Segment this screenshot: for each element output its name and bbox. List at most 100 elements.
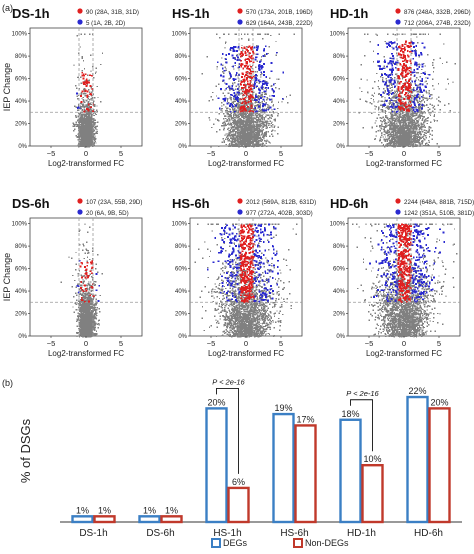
scatter-point <box>253 121 255 123</box>
scatter-point <box>257 113 259 116</box>
scatter-point <box>95 67 98 70</box>
scatter-point <box>241 97 244 99</box>
scatter-point-blue <box>235 104 237 107</box>
scatter-point-blue <box>234 94 236 97</box>
scatter-point <box>92 141 94 143</box>
scatter-point <box>84 101 86 104</box>
scatter-point <box>243 90 245 92</box>
scatter-point-blue <box>270 62 273 65</box>
scatter-point-red <box>246 88 248 91</box>
scatter-point <box>230 122 232 124</box>
scatter-point <box>378 114 380 116</box>
scatter-point <box>255 114 257 117</box>
scatter-point <box>76 95 78 98</box>
scatter-point-blue <box>218 107 221 110</box>
scatter-point <box>231 138 234 140</box>
scatter-point <box>227 115 229 118</box>
scatter-point <box>251 126 253 128</box>
scatter-point <box>255 109 257 111</box>
scatter-point <box>218 83 220 85</box>
scatter-point <box>88 110 91 112</box>
scatter-point <box>235 145 237 147</box>
scatter-point <box>92 125 94 128</box>
scatter-point <box>79 143 81 145</box>
scatter-point <box>250 113 253 115</box>
scatter-point <box>258 106 260 109</box>
scatter-point <box>252 108 255 111</box>
scatter-point-red <box>250 95 253 97</box>
scatter-point-blue <box>232 48 235 51</box>
scatter-point <box>249 134 251 136</box>
scatter-point <box>90 102 92 104</box>
scatter-point <box>248 141 250 143</box>
scatter-point-red <box>247 83 250 86</box>
scatter-point <box>252 142 254 144</box>
scatter-point <box>263 125 265 128</box>
scatter-point <box>83 100 85 103</box>
scatter-point <box>92 66 94 68</box>
scatter-point <box>250 109 252 111</box>
scatter-point <box>265 142 268 145</box>
scatter-point <box>73 123 75 126</box>
scatter-point <box>249 93 251 95</box>
scatter-point <box>87 95 90 98</box>
scatter-point-red <box>249 85 252 88</box>
scatter-point <box>85 121 87 124</box>
scatter-point-red <box>240 98 243 101</box>
scatter-point <box>97 121 99 123</box>
scatter-point-blue <box>273 108 276 111</box>
scatter-point <box>224 115 226 117</box>
scatter-point-red <box>248 60 251 63</box>
scatter-point <box>238 115 241 118</box>
scatter-point <box>87 139 90 141</box>
x-tick-label: −5 <box>47 149 56 158</box>
scatter-point <box>234 134 237 137</box>
scatter-point <box>269 120 271 123</box>
scatter-point <box>232 109 234 111</box>
scatter-point <box>89 121 92 123</box>
scatter-point <box>90 136 93 138</box>
scatter-point <box>237 109 240 112</box>
legend-marker <box>395 19 401 25</box>
scatter-point <box>95 113 98 116</box>
scatter-point <box>242 125 245 127</box>
scatter-point <box>244 122 247 124</box>
scatter-point <box>211 91 214 94</box>
scatter-point <box>269 116 271 119</box>
scatter-point <box>266 104 269 106</box>
scatter-point <box>83 144 85 146</box>
scatter-point <box>272 91 275 94</box>
scatter-point <box>244 139 246 141</box>
scatter-point <box>84 121 86 123</box>
scatter-point <box>89 127 91 130</box>
scatter-point-red <box>243 105 245 108</box>
scatter-point-blue <box>234 78 237 81</box>
scatter-point <box>89 130 91 132</box>
x-tick-label: 0 <box>244 149 248 158</box>
scatter-point <box>246 117 249 119</box>
scatter-point <box>236 138 238 140</box>
scatter-point <box>90 118 92 120</box>
scatter-point-blue <box>237 88 239 90</box>
scatter-point <box>272 105 275 107</box>
scatter-point <box>224 89 226 92</box>
scatter-point-blue <box>262 103 265 105</box>
scatter-point <box>92 120 95 122</box>
scatter-point <box>221 57 223 59</box>
scatter-point <box>254 140 257 142</box>
scatter-point <box>87 122 89 124</box>
scatter-point <box>251 99 253 101</box>
scatter-point-blue <box>253 84 256 87</box>
scatter-point <box>227 114 229 116</box>
scatter-point <box>257 130 259 133</box>
scatter-point <box>81 103 84 106</box>
scatter-point <box>248 85 250 88</box>
scatter-point-blue <box>224 98 227 100</box>
scatter-point <box>258 110 260 113</box>
scatter-point <box>256 114 259 117</box>
scatter-point <box>257 132 260 134</box>
scatter-point-blue <box>254 107 257 109</box>
scatter-point-red <box>249 96 252 99</box>
scatter-point <box>258 144 261 146</box>
legend-marker <box>77 8 83 14</box>
